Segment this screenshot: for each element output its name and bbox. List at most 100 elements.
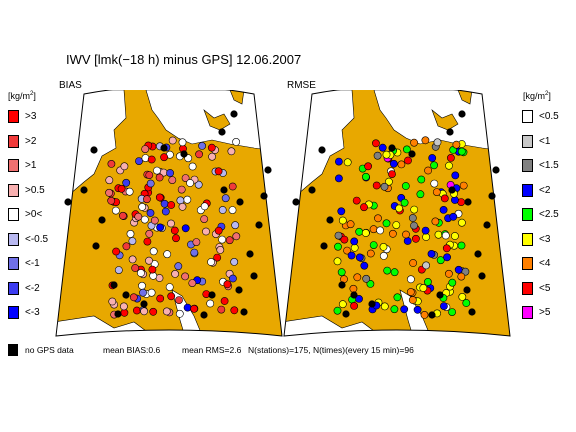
station-marker	[183, 195, 192, 204]
station-marker	[441, 231, 450, 240]
no-data-marker	[483, 221, 491, 229]
no-data-marker	[114, 310, 122, 318]
station-marker	[404, 156, 412, 165]
unit-label-rmse: [kg/m2]	[523, 91, 551, 101]
station-marker	[171, 269, 179, 278]
station-marker	[137, 269, 145, 277]
rmse-legend-swatch	[522, 257, 533, 270]
rmse-legend-swatch	[522, 208, 533, 221]
rmse-legend-label: <0.5	[539, 111, 559, 122]
no-data-marker	[436, 291, 444, 299]
station-marker	[230, 306, 239, 315]
station-marker	[457, 147, 466, 156]
station-marker	[146, 209, 155, 217]
bias-legend-label: >0<	[25, 209, 43, 220]
station-marker	[333, 257, 342, 266]
rmse-legend-swatch	[522, 110, 533, 123]
station-marker	[395, 204, 403, 213]
station-marker	[427, 249, 436, 258]
station-marker	[390, 268, 399, 277]
station-marker	[337, 268, 346, 277]
station-marker	[190, 304, 198, 313]
station-marker	[337, 207, 346, 216]
no-data-marker	[92, 242, 100, 250]
no-data-marker	[368, 300, 376, 308]
station-marker	[217, 305, 226, 314]
rmse-legend-swatch	[522, 232, 533, 246]
station-marker	[403, 237, 412, 245]
station-marker	[431, 217, 440, 226]
station-marker	[385, 177, 393, 186]
rmse-legend-label: <4	[539, 258, 551, 269]
station-marker	[401, 182, 410, 190]
station-marker	[140, 215, 149, 224]
bias-legend-swatch	[8, 208, 19, 221]
station-marker	[175, 296, 183, 304]
station-marker	[446, 154, 455, 162]
station-marker	[120, 308, 129, 317]
station-marker	[406, 288, 415, 296]
station-marker	[439, 206, 448, 214]
station-marker	[168, 136, 177, 145]
station-marker	[360, 203, 368, 212]
station-marker	[335, 157, 343, 166]
station-marker	[450, 232, 459, 240]
station-marker	[117, 184, 126, 193]
station-marker	[188, 162, 197, 171]
station-marker	[421, 136, 430, 145]
station-marker	[372, 139, 380, 148]
station-marker	[177, 185, 186, 194]
station-marker	[192, 238, 201, 246]
station-marker	[454, 265, 463, 274]
station-marker	[335, 174, 343, 183]
station-marker	[223, 280, 232, 289]
station-marker	[112, 247, 120, 256]
station-marker	[410, 205, 419, 214]
rmse-legend-label: >5	[539, 307, 551, 318]
station-marker	[424, 166, 432, 175]
station-marker	[361, 229, 370, 237]
mean-rms-text: mean RMS=2.6	[182, 345, 242, 355]
station-marker	[417, 175, 426, 184]
bias-map	[55, 90, 283, 337]
station-marker	[430, 161, 438, 170]
station-marker	[155, 173, 164, 182]
rmse-legend-label: <2	[539, 184, 551, 196]
station-marker	[355, 253, 364, 262]
station-marker	[181, 174, 190, 182]
bias-legend-swatch	[8, 134, 19, 148]
bias-legend-label: <-1	[25, 258, 40, 269]
station-marker	[216, 245, 225, 254]
station-marker	[366, 249, 375, 258]
station-marker	[422, 261, 430, 270]
no-data-marker	[458, 110, 466, 118]
station-marker	[382, 150, 391, 159]
no-data-marker	[260, 192, 268, 200]
station-marker	[167, 201, 176, 209]
station-marker	[378, 143, 387, 152]
station-marker	[448, 278, 457, 287]
station-marker	[338, 300, 347, 309]
station-marker	[147, 155, 156, 164]
station-marker	[207, 258, 215, 266]
no-data-marker	[160, 144, 168, 152]
station-marker	[228, 274, 237, 283]
station-marker	[128, 237, 137, 245]
station-marker	[181, 272, 190, 281]
station-marker	[172, 234, 180, 243]
station-marker	[364, 162, 372, 171]
station-marker	[120, 302, 128, 311]
no-data-marker	[110, 281, 118, 289]
station-marker	[147, 288, 156, 297]
station-marker	[178, 138, 187, 147]
station-marker	[369, 225, 378, 234]
no-data-marker	[446, 128, 454, 136]
station-marker	[411, 234, 420, 243]
station-marker	[207, 143, 216, 152]
station-marker	[350, 301, 358, 310]
no-data-marker	[388, 144, 396, 152]
station-marker	[213, 253, 222, 262]
station-marker	[155, 193, 164, 202]
station-marker	[373, 151, 382, 160]
station-marker	[410, 138, 418, 147]
